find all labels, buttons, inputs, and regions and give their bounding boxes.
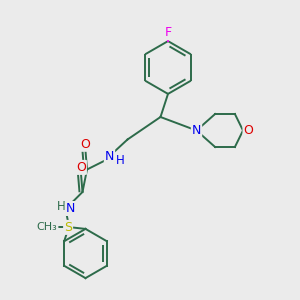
Text: N: N: [105, 149, 114, 163]
Text: N: N: [66, 202, 75, 215]
Text: O: O: [76, 161, 86, 174]
Text: H: H: [57, 200, 66, 214]
Text: H: H: [116, 154, 124, 167]
Text: N: N: [192, 124, 201, 137]
Text: O: O: [81, 138, 90, 151]
Text: F: F: [164, 26, 172, 39]
Text: S: S: [64, 221, 72, 234]
Text: CH₃: CH₃: [37, 222, 58, 233]
Text: O: O: [244, 124, 253, 137]
